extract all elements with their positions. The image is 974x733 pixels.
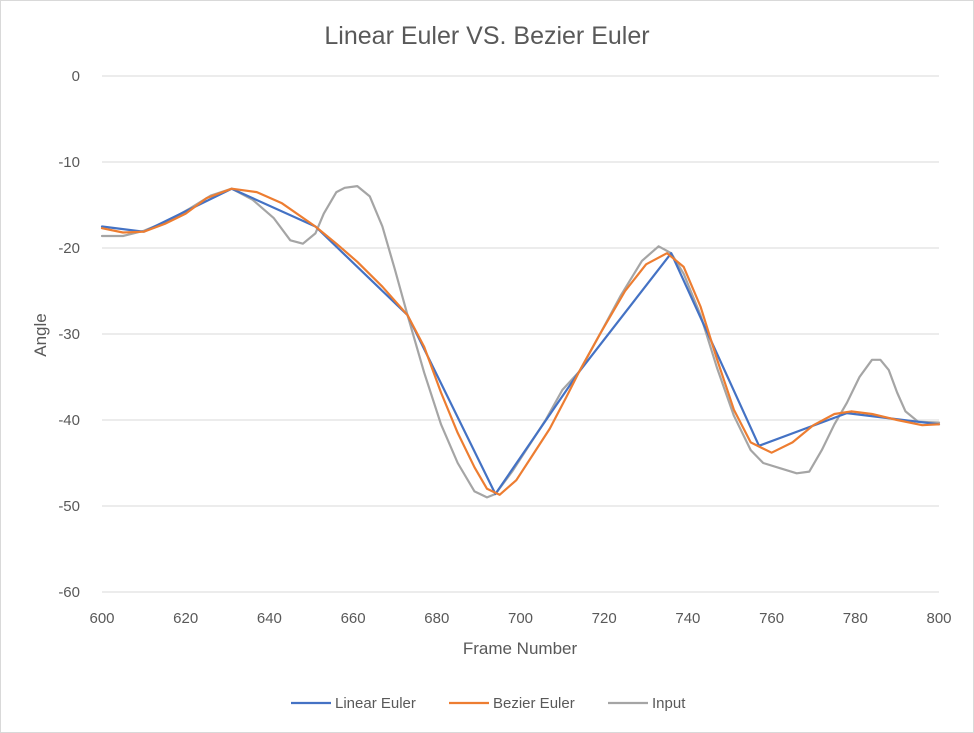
y-axis-title: Angle	[31, 313, 50, 356]
x-tick-label: 760	[759, 610, 784, 627]
legend-label: Linear Euler	[335, 695, 416, 712]
y-tick-label: -10	[58, 154, 80, 171]
y-tick-label: -40	[58, 412, 80, 429]
y-tick-label: 0	[72, 68, 80, 85]
y-tick-label: -50	[58, 498, 80, 515]
legend-label: Bezier Euler	[493, 695, 575, 712]
y-axis-ticks: 0 -10 -20 -30 -40 -50 -60	[58, 68, 80, 601]
series-line-linear-euler	[100, 187, 941, 496]
x-tick-label: 740	[675, 610, 700, 627]
x-tick-label: 700	[508, 610, 533, 627]
x-tick-label: 800	[926, 610, 951, 627]
series-line-bezier-euler	[100, 187, 941, 496]
x-tick-label: 640	[257, 610, 282, 627]
y-tick-label: -60	[58, 584, 80, 601]
x-tick-label: 680	[424, 610, 449, 627]
x-tick-label: 720	[592, 610, 617, 627]
x-axis-title: Frame Number	[463, 639, 578, 658]
series-line-input	[100, 185, 941, 499]
legend: Linear Euler Bezier Euler Input	[291, 695, 686, 712]
chart-title: Linear Euler VS. Bezier Euler	[324, 22, 649, 50]
series-lines	[100, 185, 941, 499]
y-tick-label: -30	[58, 326, 80, 343]
y-tick-label: -20	[58, 240, 80, 257]
x-tick-label: 600	[89, 610, 114, 627]
x-axis-ticks: 600 620 640 660 680 700 720 740 760 780 800	[89, 610, 951, 627]
gridlines	[102, 75, 939, 593]
legend-label: Input	[652, 695, 686, 712]
x-tick-label: 780	[843, 610, 868, 627]
x-tick-label: 620	[173, 610, 198, 627]
x-tick-label: 660	[341, 610, 366, 627]
